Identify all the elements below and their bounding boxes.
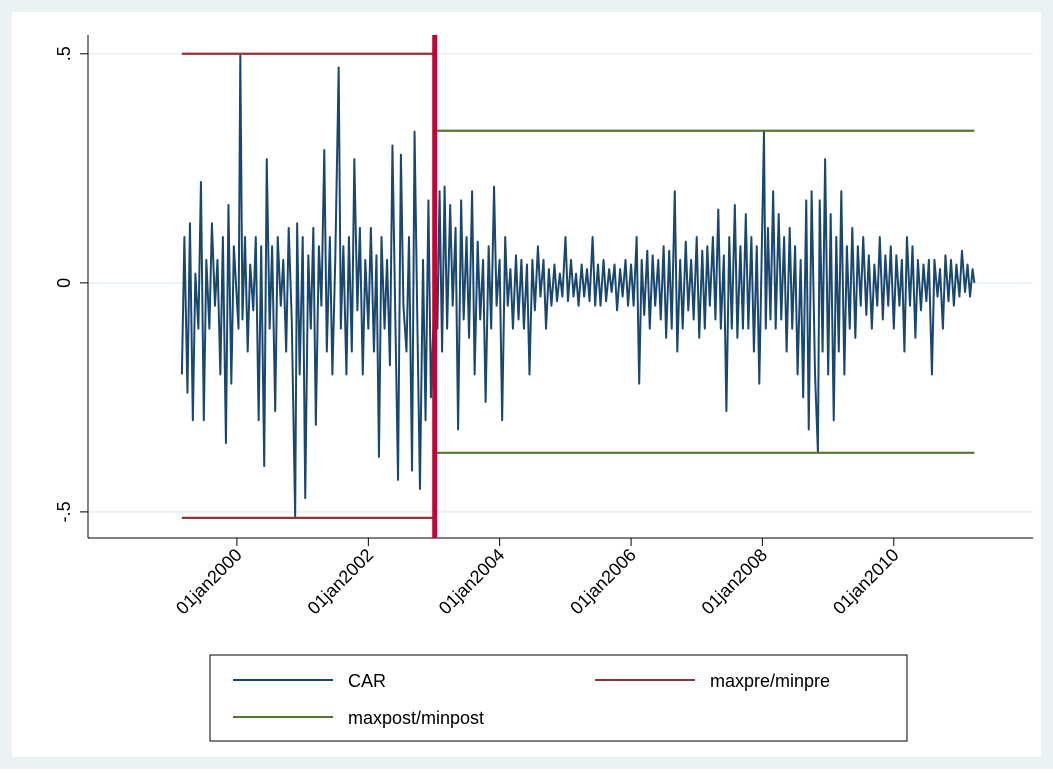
series-line: [434, 129, 975, 454]
y-tick-label: .5: [54, 46, 74, 61]
series-line: [180, 52, 976, 518]
legend-label: CAR: [348, 671, 386, 691]
legend-label: maxpost/minpost: [348, 708, 484, 728]
legend-label: maxpre/minpre: [710, 671, 830, 691]
y-tick-label: 0: [54, 278, 74, 288]
y-tick-label: -.5: [54, 501, 74, 522]
plot-region: [12, 12, 1041, 757]
legend-box: [209, 654, 908, 742]
series-line: [181, 52, 435, 519]
